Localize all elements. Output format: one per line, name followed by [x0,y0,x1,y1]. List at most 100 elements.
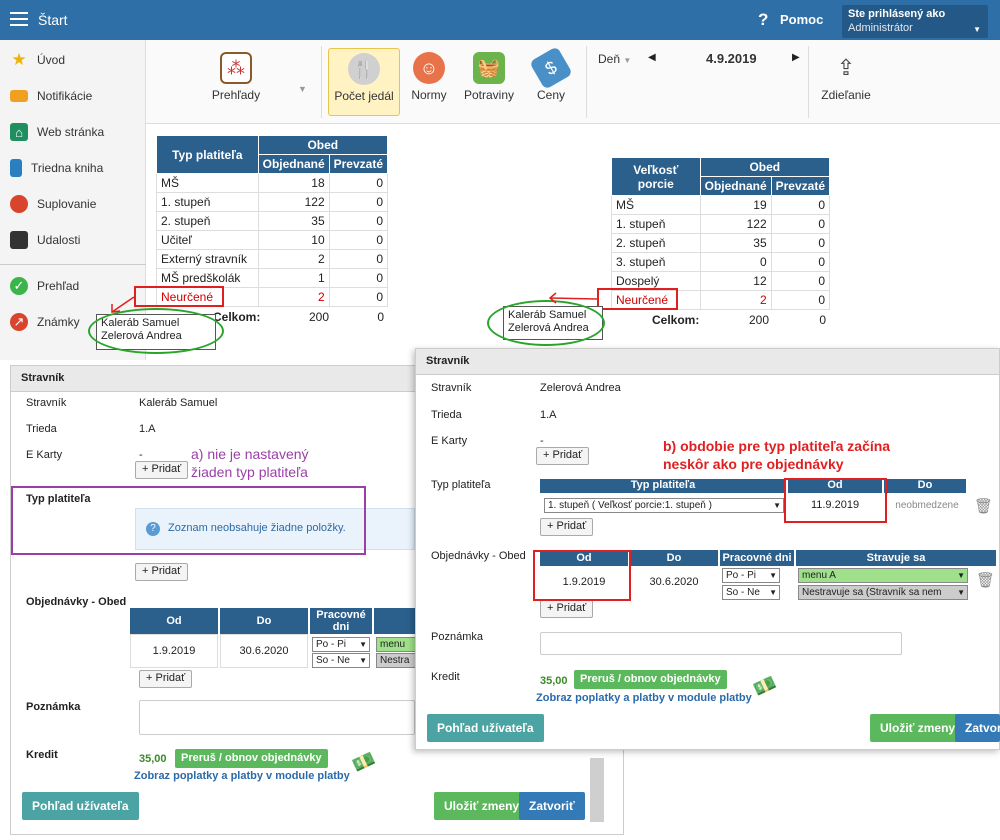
table-row: 2. stupeň 35 0 [611,233,831,253]
potraviny-button[interactable]: 🧺 Potraviny [460,48,518,116]
sidebar-item-triedna-kniha[interactable]: Triedna kniha [0,150,146,186]
field-label: Kredit [26,749,58,761]
add-objednavka-button[interactable]: + Pridať [540,600,594,618]
scrollbar[interactable] [590,758,604,822]
trash-icon[interactable]: 🗑 [974,498,994,515]
chevron-down-icon: ▼ [359,656,367,665]
prehlady-button[interactable]: ⁂ Prehľady [196,48,276,116]
normy-button[interactable]: ☺ Normy [406,48,452,116]
cell: 35 [257,211,330,231]
field-label: Typ platiteľa [431,479,491,491]
cell: 0 [770,214,831,234]
vikend-select[interactable]: So - Ne ▼ [312,653,370,668]
check-icon: ✓ [10,277,28,295]
sidebar-item-udalosti[interactable]: Udalosti [0,222,146,258]
annotation-highlight [533,550,631,601]
prerus-button[interactable]: Preruš / obnov objednávky [175,749,328,768]
save-button[interactable]: Uložiť zmeny [870,714,966,742]
sidebar-item-suplovanie[interactable]: Suplovanie [0,186,146,222]
user-menu[interactable]: Ste prihlásený ako Administrátor ▼ [842,5,988,38]
period-select[interactable]: Deň ▼ [598,52,631,66]
add-typ-platitela-button[interactable]: + Pridať [135,563,189,581]
sidebar-item-znamky[interactable]: ↗ Známky [0,304,146,340]
sidebar-item-label: Udalosti [37,233,81,247]
total-value: 200 [308,310,329,324]
next-day-icon[interactable]: ▶ [792,52,800,63]
pracovne-dni-select[interactable]: Po - Pi ▼ [722,568,780,583]
sidebar-item-label: Prehľad [37,279,80,293]
field-label: Kredit [431,671,460,683]
cell: 1. stupeň [611,214,701,234]
ceny-label: Ceny [536,88,565,102]
sidebar-item-notifikacie[interactable]: Notifikácie [0,78,146,114]
add-typ-platitela-button[interactable]: + Pridať [540,518,594,536]
sidebar-item-web[interactable]: ⌂ Web stránka [0,114,146,150]
table-row: MŠ predškolák 1 0 [156,268,389,288]
close-button[interactable]: Zatvori [955,714,1000,742]
current-date: 4.9.2019 [706,51,757,66]
chevron-down-icon: ▼ [769,571,777,580]
sidebar-item-uvod[interactable]: ★ Úvod [0,42,146,78]
stravuje-select[interactable]: Nestravuje sa (Stravník sa nem ▼ [798,585,968,600]
pohlad-uzivatela-button[interactable]: Pohľad užívateľa [22,792,139,820]
field-value: Zelerová Andrea [540,382,621,394]
add-objednavka-button[interactable]: + Pridať [139,670,193,688]
toolbar: ⁂ Prehľady ▼ 🍴 Počet jedál ☺ Normy 🧺 Pot… [146,40,1000,124]
ceny-button[interactable]: $ Ceny [528,46,574,116]
prev-day-icon[interactable]: ◀ [648,52,656,63]
pocet-jedal-label: Počet jedál [334,89,394,103]
help-link[interactable]: Pomoc [780,12,824,27]
select-value: 1. stupeň ( Veľkosť porcie:1. stupeň ) [548,500,712,511]
cell: 18 [257,173,330,193]
col-header: Pracovné dni [310,608,372,634]
field-value: - [540,435,544,447]
add-ekarta-button[interactable]: + Pridať [536,447,590,465]
poplatky-link[interactable]: Zobraz poplatky a platby v module platby [134,770,350,782]
cell: 0 [770,290,831,310]
period-label: Deň [598,52,621,66]
menu-icon[interactable] [10,12,28,26]
sidebar-item-label: Známky [37,315,80,329]
poznamka-input[interactable] [139,700,415,735]
help-icon[interactable]: ? [758,10,769,29]
empty-list-notice: ? Zoznam neobsahuje žiadne položky. [135,508,415,550]
stravuje-select[interactable]: menu A ▼ [798,568,968,583]
annotation-line: žiaden typ platiteľa [191,464,308,480]
poznamka-input[interactable] [540,632,902,655]
table-row: Učiteľ 10 0 [156,230,389,250]
prerus-button[interactable]: Preruš / obnov objednávky [574,670,727,689]
trash-icon[interactable]: 🗑 [976,572,996,589]
chevron-down-icon[interactable]: ▼ [298,84,307,94]
cell: 1.9.2019 [130,634,218,668]
cell: 122 [257,192,330,212]
field-label: Objednávky - Obed [431,550,526,562]
poplatky-link[interactable]: Zobraz poplatky a platby v module platby [536,692,752,704]
zdielanie-button[interactable]: ⇪ Zdieľanie [818,48,874,116]
col-header: Prevzaté [328,154,389,174]
cell: 1. stupeň [156,192,259,212]
save-button[interactable]: Uložiť zmeny [434,792,530,820]
plate-cutlery-icon: 🍴 [348,53,380,85]
chevron-down-icon: ▼ [957,588,965,597]
col-header: Typ platiteľa [540,479,786,493]
divider [321,46,322,118]
dialog-title: Stravník [416,349,999,375]
pohlad-uzivatela-button[interactable]: Pohľad užívateľa [427,714,544,742]
col-header: Obed [257,135,389,155]
typ-platitela-select[interactable]: 1. stupeň ( Veľkosť porcie:1. stupeň ) ▼ [544,498,784,513]
pracovne-dni-select[interactable]: Po - Pi ▼ [312,637,370,652]
pocet-jedal-button[interactable]: 🍴 Počet jedál [328,48,400,116]
col-header: Do [630,550,718,566]
sidebar-item-prehlad[interactable]: ✓ Prehľad [0,268,146,304]
close-button[interactable]: Zatvoriť [519,792,585,820]
table-velkost-porcie: Veľkosť porcie Obed Objednané Prevzaté M… [611,157,831,310]
field-label: Stravník [431,382,472,394]
select-value: menu A [802,570,836,581]
stravuje-select[interactable]: menu [376,637,415,652]
chevron-down-icon: ▼ [957,571,965,580]
add-ekarta-button[interactable]: + Pridať [135,461,189,479]
vikend-select[interactable]: So - Ne ▼ [722,585,780,600]
cell: 2 [699,290,772,310]
stravuje-select[interactable]: Nestra [376,653,415,668]
sidebar-item-label: Úvod [37,53,66,67]
